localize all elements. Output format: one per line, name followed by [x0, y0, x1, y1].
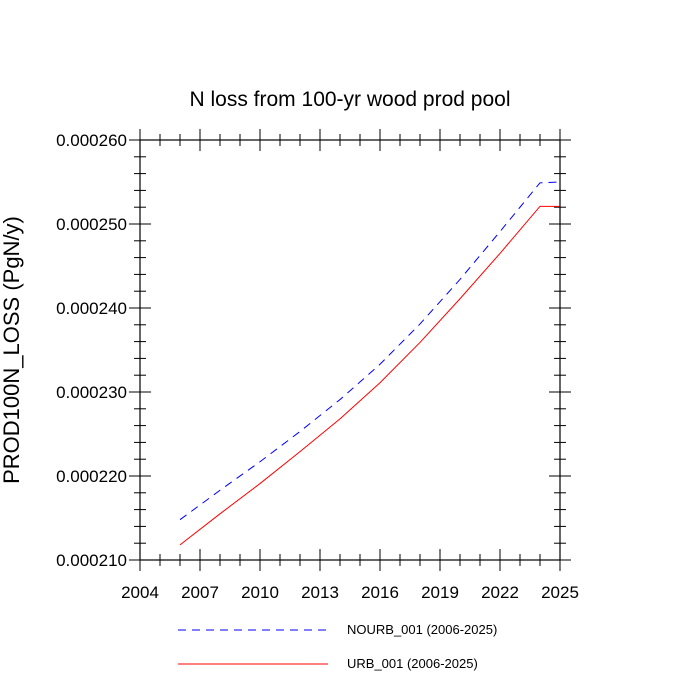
- legend-label-urb: URB_001 (2006-2025): [347, 656, 478, 671]
- chart-title: N loss from 100-yr wood prod pool: [189, 88, 511, 111]
- y-tick-label: 0.000220: [56, 467, 127, 486]
- x-tick-label: 2016: [361, 583, 399, 602]
- series-line-0: [179, 181, 561, 521]
- y-axis-label-wrap: PROD100N_LOSS (PgN/y): [0, 0, 24, 700]
- x-tick-label: 2025: [541, 583, 579, 602]
- legend: [178, 629, 328, 665]
- y-tick-label: 0.000230: [56, 383, 127, 402]
- x-tick-label: 2022: [481, 583, 519, 602]
- y-tick-label: 0.000250: [56, 215, 127, 234]
- series-lines: [179, 181, 561, 546]
- plot-frame: [139, 139, 561, 561]
- y-axis-label: PROD100N_LOSS (PgN/y): [0, 216, 24, 484]
- x-tick-label: 2007: [181, 583, 219, 602]
- tick-labels: 2004 2007 2010 2013 2016 2019 2022 2025 0.000210…: [56, 131, 579, 602]
- y-tick-label: 0.000260: [56, 131, 127, 150]
- y-tick-label: 0.000240: [56, 299, 127, 318]
- series-line-1: [179, 205, 560, 546]
- x-tick-label: 2019: [421, 583, 459, 602]
- x-tick-label: 2004: [121, 583, 159, 602]
- legend-label-nourb: NOURB_001 (2006-2025): [347, 622, 498, 637]
- y-tick-label: 0.000210: [56, 551, 127, 570]
- x-tick-label: 2010: [241, 583, 279, 602]
- axis-ticks: [129, 129, 571, 571]
- x-tick-label: 2013: [301, 583, 339, 602]
